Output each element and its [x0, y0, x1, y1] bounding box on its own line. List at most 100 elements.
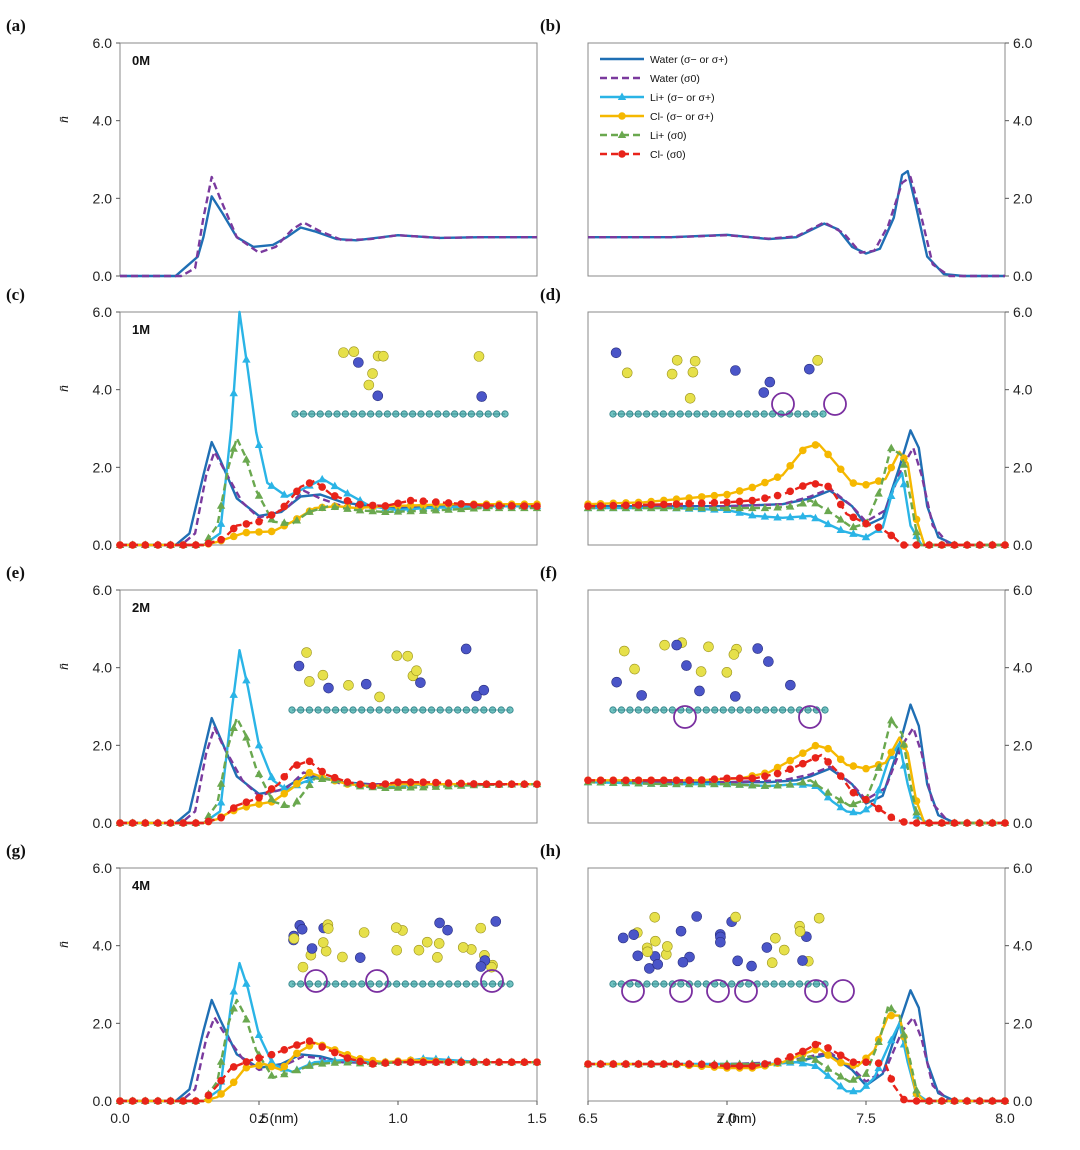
data-point: [431, 505, 441, 514]
data-point: [647, 776, 655, 785]
data-point: [292, 1065, 302, 1074]
data-point: [799, 759, 807, 768]
data-point: [849, 479, 858, 487]
data-point: [229, 532, 238, 541]
legend: Water (σ− or σ+) Water (σ0) Li+ (σ− or σ+)…: [600, 54, 728, 161]
data-point: [419, 497, 428, 505]
data-point: [331, 1048, 339, 1057]
data-point: [255, 517, 263, 526]
chloride-ion-illustration: [337, 951, 348, 963]
y-tick-label: 2.0: [93, 459, 113, 475]
data-point: [773, 502, 782, 511]
series-line: [588, 703, 1005, 825]
data-point: [634, 501, 643, 509]
x-axis-label: z (nm): [717, 1110, 757, 1126]
data-point: [861, 1081, 871, 1089]
data-point: [596, 776, 605, 785]
lithium-ion-illustration: [354, 952, 366, 963]
data-point: [823, 519, 833, 528]
data-point: [836, 465, 845, 474]
data-point: [293, 761, 301, 769]
chloride-ion-illustration: [304, 676, 315, 687]
ion-pair-highlight: [365, 969, 389, 993]
data-point: [229, 723, 238, 732]
chloride-ion-illustration: [671, 355, 683, 366]
data-point: [811, 441, 820, 449]
data-point: [748, 1062, 757, 1070]
data-point: [849, 529, 858, 537]
data-point: [229, 987, 238, 995]
data-point: [419, 506, 428, 514]
data-point: [242, 520, 251, 528]
data-point: [317, 474, 327, 483]
data-point: [887, 443, 896, 452]
data-point: [394, 778, 402, 787]
data-point: [811, 741, 820, 750]
series-line: [588, 1041, 1005, 1103]
data-point: [432, 1058, 440, 1066]
y-tick-label: 0.0: [1013, 537, 1033, 553]
lithium-ion-illustration: [323, 682, 334, 694]
data-point: [267, 527, 276, 536]
data-point: [988, 1097, 997, 1105]
y-tick-label: 0.0: [1013, 1093, 1033, 1109]
data-point: [874, 1059, 883, 1067]
x-tick-label: 1.0: [388, 1110, 408, 1126]
data-point: [267, 481, 276, 489]
legend-label: Cl- (σ0): [650, 149, 686, 161]
data-point: [305, 768, 314, 777]
plot-frame: [587, 311, 1006, 546]
lithium-ion-illustration: [434, 917, 445, 929]
data-point: [609, 1060, 618, 1068]
data-point: [317, 1059, 327, 1067]
data-point: [786, 765, 794, 774]
data-point: [849, 513, 858, 522]
data-point: [798, 777, 808, 786]
data-point: [723, 498, 731, 507]
data-point: [748, 496, 757, 505]
plot-frame: [119, 42, 538, 277]
panel-g: (g) 4M 0.0 2.0 4.0 6.0 n̄ 0.0 0.5 1.0 1.5 z (nm): [6, 841, 547, 1126]
data-point: [773, 491, 782, 500]
chloride-ion-illustration: [730, 911, 741, 923]
lithium-ion-illustration: [636, 690, 647, 701]
data-point: [912, 819, 921, 827]
data-point: [533, 502, 541, 510]
data-point: [406, 506, 415, 515]
data-point: [811, 513, 820, 522]
lithium-ion-illustration: [442, 924, 453, 936]
data-point: [836, 1051, 845, 1060]
legend-entry: Li+ (σ− or σ+): [600, 92, 715, 104]
y-tick-label: 0.0: [1013, 815, 1033, 831]
data-point: [672, 776, 681, 785]
data-point: [811, 480, 820, 488]
data-point: [647, 1060, 655, 1068]
data-point: [874, 477, 883, 485]
lithium-ion-illustration: [460, 643, 472, 655]
data-point: [912, 1085, 921, 1094]
data-point: [318, 483, 326, 491]
chloride-ion-illustration: [288, 933, 300, 944]
data-point: [988, 541, 997, 549]
data-point: [735, 1062, 744, 1070]
data-point: [381, 507, 390, 515]
panel-e: (e) 2M 0.0 2.0 4.0 6.0 n̄: [6, 563, 542, 831]
data-point: [229, 804, 238, 812]
data-point: [950, 1097, 959, 1105]
panel-h: (h) 0.0 2.0 4.0 6.0 6.5 7.0 7.5 8.0 z (nm): [540, 841, 1033, 1126]
data-point: [217, 1076, 225, 1085]
data-point: [406, 778, 415, 787]
data-point: [823, 792, 833, 801]
chloride-ion-illustration: [301, 647, 312, 658]
data-point: [672, 500, 681, 508]
lithium-ion-illustration: [296, 924, 308, 935]
chloride-ion-illustration: [703, 641, 714, 653]
data-point: [368, 501, 377, 510]
data-point: [874, 785, 883, 794]
data-point: [343, 778, 352, 786]
graphene-sheet-illustration: [609, 706, 829, 714]
series-line: [120, 716, 537, 825]
data-point: [622, 776, 630, 785]
data-point: [457, 779, 465, 788]
lithium-ion-illustration: [475, 961, 487, 972]
